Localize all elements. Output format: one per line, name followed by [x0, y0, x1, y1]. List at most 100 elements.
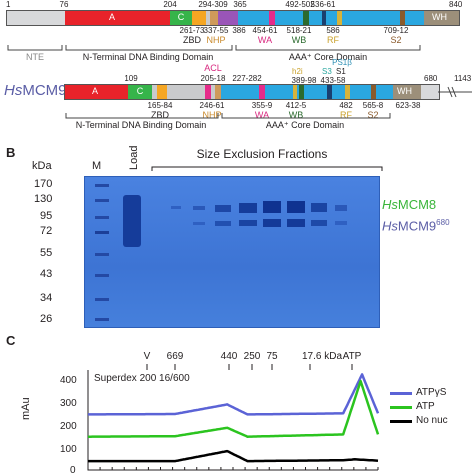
- mcm9-zbd-segment: [157, 85, 167, 99]
- mcm9-h2i-label: h2i: [292, 67, 303, 76]
- gel-image: [84, 176, 380, 328]
- mcm9-s3-label: S3: [322, 67, 332, 76]
- mcm9-s2-range: 565-8: [362, 101, 384, 110]
- y-tick-200: 200: [60, 421, 77, 432]
- mcm9-wb-segment: [299, 85, 304, 99]
- y-tick-100: 100: [60, 444, 77, 455]
- mcm9-ps1-label: PS1β: [332, 58, 352, 67]
- fraction-band-mcm9-3: [239, 220, 257, 226]
- gel-marker-label: M: [92, 160, 102, 172]
- gel-kda-label: kDa: [32, 160, 52, 172]
- gel-fractions-bracket: [151, 166, 383, 171]
- mcm9-acl-range: 205-18: [200, 74, 226, 83]
- fraction-band-mcm8-8: [335, 205, 347, 211]
- marker-band-55: [95, 253, 109, 256]
- mcm9-wa-segment: [259, 85, 265, 99]
- mcm8-wh-label: WH: [432, 12, 447, 22]
- mcm9-s1-label: S1: [336, 67, 346, 76]
- mcm8-pos-365: 365: [233, 0, 247, 9]
- fraction-band-mcm8-2: [193, 206, 205, 210]
- mcm8-s2-segment: [400, 11, 405, 25]
- mcm9-band-protein: MCM9: [397, 218, 437, 234]
- mcm9-band-label: HsMCM9680: [382, 218, 450, 233]
- mcm9-domain-c-label: C: [136, 86, 144, 96]
- mcm9-pos-389: 389-98: [291, 76, 317, 85]
- marker-band-95: [95, 216, 109, 219]
- mcm8-nhp-label: NHP: [206, 35, 226, 45]
- mcm8-pos-204: 204: [163, 0, 177, 9]
- mcm8-rf-label: RF: [327, 35, 339, 45]
- mcm8-nhp-segment: [210, 11, 218, 25]
- fraction-band-mcm8-3: [215, 205, 231, 212]
- mcm8-pos-386: 386: [232, 26, 246, 35]
- mcm8-wh-domain: [424, 11, 459, 25]
- mcm9-wa-range: 355-9: [251, 101, 273, 110]
- mcm8-domain-a: [65, 11, 170, 25]
- mcm9-band-species: Hs: [382, 218, 398, 234]
- marker-250: 250: [243, 351, 261, 362]
- mcm9-wb-range: 412-5: [285, 101, 307, 110]
- legend-swatch-atp: [390, 406, 412, 409]
- marker-void: V: [143, 351, 151, 362]
- mcm9-wb-label: WB: [288, 110, 304, 120]
- fraction-band-mcm9-4: [263, 219, 281, 227]
- mcm8-s2-label: S2: [390, 35, 402, 45]
- fraction-band-mcm9-7: [335, 221, 347, 225]
- panel-c-letter: C: [6, 333, 16, 348]
- mcm8-zbd-range: 261-73: [179, 26, 205, 35]
- y-axis-label: mAu: [20, 397, 32, 420]
- mcm8-nte-segment: [7, 11, 65, 25]
- mcm8-band-label: HsMCM8: [382, 197, 436, 212]
- size-marker-ticks: [146, 364, 353, 370]
- mcm8-domain-c-label: C: [177, 12, 185, 22]
- ladder-43: 43: [40, 268, 53, 280]
- fraction-band-mcm9-1: [193, 222, 205, 225]
- marker-band-170: [95, 184, 109, 187]
- mcm8-linker-segment: [218, 11, 238, 25]
- gel-load-label: Load: [128, 145, 140, 170]
- mcm8-domain-a-label: A: [108, 12, 116, 22]
- mcm9-aaa-label: AAA⁺ Core Domain: [265, 120, 345, 130]
- mcm8-rf-segment: [337, 11, 342, 25]
- mcm9-c-tail: [421, 85, 439, 99]
- marker-atp: ATP: [342, 351, 362, 362]
- fraction-band-mcm8-6: [287, 201, 305, 213]
- marker-band-43: [95, 274, 109, 277]
- mcm8-protein-bar: A C WH: [6, 10, 460, 26]
- legend-label-atpgs: ATPγS: [416, 387, 447, 398]
- mcm9-aaa-core: [221, 85, 393, 99]
- mcm8-length-label: 840: [449, 0, 463, 9]
- legend-label-atp: ATP: [416, 401, 435, 412]
- mcm8-wb-segment: [303, 11, 309, 25]
- fraction-band-mcm9-5: [287, 219, 305, 227]
- mcm8-wa-range: 454-61: [252, 26, 278, 35]
- mcm8-ntd-label: N-Terminal DNA Binding Domain: [82, 52, 214, 62]
- mcm9-tail-break: [438, 86, 472, 98]
- series-line-1: [88, 379, 380, 438]
- legend-label-no-nuc: No nuc: [416, 415, 448, 426]
- mcm8-pos-536: 536-61: [310, 0, 336, 9]
- mcm8-wa-segment: [269, 11, 275, 25]
- mcm9-domain-a-label: A: [91, 86, 99, 96]
- mcm9-rf-segment: [345, 85, 350, 99]
- mcm9-pos-433: 433-58: [320, 76, 346, 85]
- mcm9-domain-a: [65, 85, 128, 99]
- marker-band-72: [95, 231, 109, 234]
- mcm8-pos-492: 492-502: [285, 0, 315, 9]
- series-line-2: [88, 449, 379, 463]
- marker-669: 669: [166, 351, 184, 362]
- mcm9-domain-c: [128, 85, 152, 99]
- fraction-band-mcm9-6: [311, 220, 327, 226]
- mcm8-band-species: Hs: [382, 197, 398, 212]
- fraction-band-mcm8-4: [239, 203, 257, 213]
- mcm8-s2-range: 709-12: [383, 26, 409, 35]
- mcm8-band-protein: MCM8: [397, 197, 437, 212]
- mcm9-rf-label: RF: [340, 110, 352, 120]
- mcm8-pos-76: 76: [59, 0, 69, 9]
- y-tick-0: 0: [70, 465, 76, 476]
- chromatogram: [87, 370, 380, 471]
- mcm9-domain-brackets: [65, 113, 391, 119]
- mcm9-band-sup: 680: [436, 218, 450, 227]
- fraction-band-mcm9-2: [215, 221, 231, 226]
- mcm8-nhp-range: 337-55: [203, 26, 229, 35]
